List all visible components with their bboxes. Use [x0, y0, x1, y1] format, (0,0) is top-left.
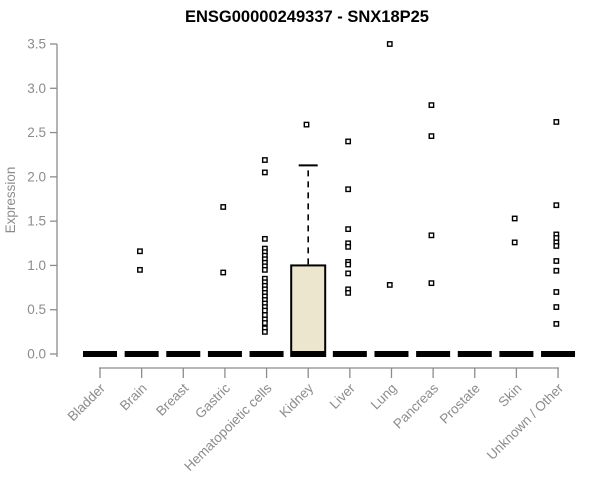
x-axis-tick-label: Kidney — [277, 380, 317, 420]
data-point — [553, 320, 560, 327]
data-point — [261, 320, 268, 326]
data-point — [345, 186, 352, 193]
chart-title: ENSG00000249337 - SNX18P25 — [185, 8, 429, 26]
data-point — [553, 202, 560, 209]
median-bar — [374, 351, 409, 357]
data-point — [261, 328, 268, 335]
data-point — [553, 258, 560, 264]
data-point — [428, 232, 435, 239]
data-point — [303, 121, 310, 128]
data-point — [553, 243, 560, 249]
x-axis-tick-label: Brain — [117, 381, 150, 414]
y-axis-title: Expression — [3, 167, 18, 234]
data-point — [261, 266, 268, 273]
median-bar — [166, 351, 201, 357]
median-bar — [541, 351, 576, 357]
median-bar — [249, 351, 284, 357]
median-bar — [207, 351, 242, 357]
data-point — [553, 289, 560, 295]
data-point — [511, 215, 518, 222]
y-axis-tick-label: 2.0 — [27, 169, 46, 184]
y-axis-tick-label: 3.0 — [27, 81, 46, 96]
x-axis-tick-label: Lung — [368, 381, 400, 413]
x-axis-tick-label: Gastric — [192, 380, 233, 421]
x-axis-tick-label: Bladder — [65, 380, 109, 424]
y-axis-tick-label: 0.5 — [27, 302, 46, 317]
box — [290, 264, 327, 357]
y-axis-tick-label: 0.0 — [27, 347, 46, 362]
x-axis-tick-label: Unknown / Other — [484, 380, 567, 463]
median-bar — [83, 351, 117, 357]
x-axis-tick-label: Prostate — [437, 381, 483, 427]
data-point — [553, 267, 560, 274]
data-point — [345, 270, 352, 277]
median-bar — [457, 351, 492, 357]
data-point — [386, 41, 393, 47]
data-point — [261, 235, 268, 242]
data-point — [553, 119, 560, 125]
data-point — [428, 280, 435, 287]
data-point — [345, 138, 352, 145]
median-bar — [291, 351, 326, 357]
data-point — [511, 239, 518, 246]
data-point — [345, 261, 352, 268]
x-axis-tick-label: Breast — [153, 380, 191, 418]
data-point — [137, 266, 143, 273]
median-bar — [332, 351, 367, 357]
x-axis-tick-label: Skin — [495, 381, 524, 410]
plot-layer: 0.0 0.5 1.0 1.5 2.0 2.5 3.0 3.5 Bladder Brain Brea… — [27, 37, 576, 474]
data-point — [345, 243, 352, 250]
data-point — [261, 169, 268, 176]
y-axis-tick-label: 1.5 — [27, 214, 46, 229]
x-axis-tick-label: Liver — [327, 380, 359, 412]
y-axis-tick-label: 2.5 — [27, 125, 46, 140]
data-point — [220, 269, 227, 276]
median-bar — [124, 351, 159, 357]
median-bar — [499, 351, 534, 357]
data-point — [345, 226, 352, 233]
data-point — [137, 248, 143, 255]
data-point — [428, 133, 435, 140]
data-point — [345, 289, 352, 296]
data-point — [386, 282, 393, 288]
data-point — [553, 304, 560, 310]
data-point — [220, 204, 227, 210]
x-axis-tick-label: Pancreas — [390, 380, 441, 431]
data-point — [261, 157, 268, 163]
data-point — [428, 102, 435, 109]
y-axis-tick-label: 1.0 — [27, 258, 46, 273]
median-bar — [416, 351, 451, 357]
y-axis-tick-label: 3.5 — [27, 37, 46, 52]
